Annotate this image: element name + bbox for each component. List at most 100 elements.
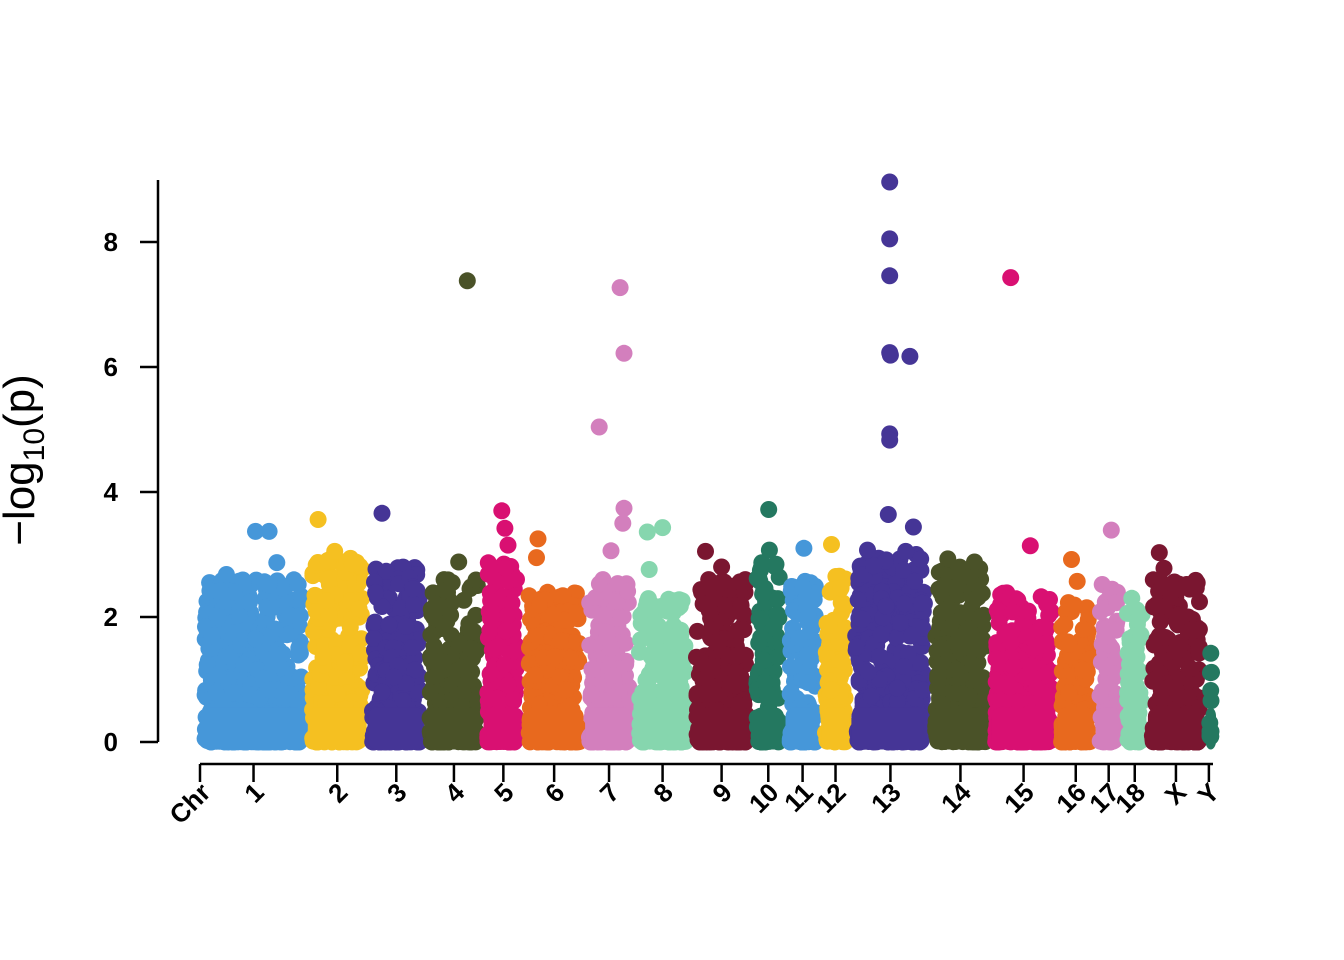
snp-point-chr-14 — [969, 667, 987, 685]
snp-point-peak-chr-8 — [654, 519, 672, 537]
snp-point-peak-chr-2 — [309, 511, 327, 528]
snp-point-chr-2 — [314, 648, 332, 666]
snp-point-chr-8 — [660, 590, 678, 608]
snp-point-chr-4 — [427, 667, 445, 685]
snp-point-peak-chr-8 — [640, 561, 658, 578]
snp-point-peak-chr-7 — [614, 514, 632, 532]
snp-point-chr-5 — [481, 621, 499, 639]
snp-point-chr-6 — [526, 666, 544, 684]
snp-point-chr-12 — [834, 594, 852, 612]
snp-point-chr-6 — [551, 632, 569, 650]
snp-point-chr-5 — [504, 690, 522, 708]
snp-point-chr-1 — [259, 681, 277, 699]
snp-point-chr-1 — [209, 608, 227, 626]
snp-point-peak-chr-13 — [881, 431, 899, 449]
snp-point-peak-chr-14 — [966, 553, 983, 571]
snp-point-chr-4 — [434, 653, 452, 671]
snp-point-chr-15 — [1004, 603, 1022, 621]
snp-point-chr-1 — [202, 640, 220, 658]
snp-point-chr-1 — [290, 639, 308, 657]
snp-point-peak-chr-15 — [1037, 634, 1055, 652]
snp-point-chr-1 — [207, 684, 225, 702]
snp-density-chr-18 — [1123, 707, 1147, 750]
snp-point-chr-5 — [496, 656, 514, 674]
snp-point-chr-5 — [497, 622, 515, 640]
snp-point-chr-18 — [1119, 684, 1137, 702]
snp-point-chr-15 — [996, 624, 1014, 642]
snp-density-chr-8 — [634, 707, 691, 750]
snp-point-chr-5 — [489, 638, 507, 656]
snp-point-chr-16 — [1060, 684, 1078, 702]
data-points — [196, 173, 1220, 751]
snp-point-chr-4 — [422, 626, 440, 644]
snp-point-peak-chr-13 — [897, 542, 915, 560]
snp-density-chr-7 — [585, 707, 633, 750]
snp-point-chr-13 — [865, 557, 883, 575]
snp-density-chr-14 — [931, 707, 990, 750]
y-tick-label: 8 — [104, 227, 118, 257]
snp-point-chr-2 — [341, 618, 359, 636]
snp-point-chr-1 — [235, 656, 253, 674]
snp-point-peak-chr-7 — [602, 542, 620, 560]
snp-point-chr-8 — [638, 684, 656, 702]
snp-point-chr-2 — [310, 678, 327, 696]
snp-point-chr-13 — [903, 626, 921, 644]
snp-point-peak-chr-2 — [326, 542, 344, 560]
snp-point-chr-17 — [1091, 687, 1109, 705]
snp-point-chr-17 — [1095, 628, 1113, 646]
snp-point-chr-11 — [794, 578, 812, 596]
snp-density-chr-15 — [991, 707, 1056, 750]
snp-point-chr-X — [1151, 613, 1169, 631]
snp-point-chr-15 — [987, 673, 1005, 691]
snp-point-chr-7 — [587, 589, 605, 607]
snp-point-peak-chr-13 — [881, 346, 899, 364]
snp-point-chr-3 — [367, 584, 385, 602]
snp-point-chr-15 — [1038, 596, 1056, 614]
snp-point-peak-chr-1 — [217, 566, 235, 583]
snp-point-chr-5 — [479, 554, 497, 572]
snp-point-chr-13 — [914, 681, 932, 699]
snp-point-chr-13 — [849, 591, 867, 609]
snp-point-chr-15 — [1028, 679, 1046, 697]
snp-point-peak-chr-5 — [493, 502, 511, 520]
snp-point-peak-chr-13 — [881, 173, 899, 191]
snp-point-chr-2 — [338, 672, 355, 690]
snp-density-chr-17 — [1095, 707, 1122, 750]
snp-point-chr-7 — [616, 634, 634, 652]
snp-point-chr-10 — [765, 617, 783, 635]
snp-point-chr-3 — [406, 661, 424, 679]
snp-point-chr-14 — [941, 619, 959, 637]
y-tick-label: 0 — [104, 727, 118, 757]
snp-density-chr-13 — [851, 707, 930, 750]
snp-point-chr-7 — [602, 639, 620, 657]
snp-point-chr-9 — [688, 622, 706, 640]
snp-point-chr-11 — [782, 684, 800, 702]
snp-point-peak-chr-1 — [289, 576, 307, 593]
snp-point-chr-3 — [377, 562, 395, 580]
snp-point-chr-14 — [960, 632, 978, 650]
snp-point-chr-3 — [373, 683, 391, 701]
snp-point-chr-4 — [459, 658, 477, 676]
snp-point-chr-1 — [262, 651, 280, 668]
snp-point-peak-chr-15 — [1002, 269, 1020, 287]
snp-point-peak-chr-16 — [1068, 572, 1086, 590]
snp-point-chr-9 — [705, 590, 723, 608]
snp-point-peak-chr-3 — [373, 504, 391, 522]
snp-point-peak-chr-13 — [901, 347, 919, 365]
snp-point-chr-7 — [598, 626, 616, 644]
snp-point-chr-2 — [320, 606, 338, 623]
snp-point-chr-6 — [544, 605, 562, 623]
snp-point-peak-chr-7 — [611, 279, 629, 297]
snp-point-chr-10 — [756, 673, 774, 691]
snp-point-chr-Y — [1202, 664, 1219, 682]
snp-point-chr-X — [1191, 593, 1208, 611]
snp-point-peak-chr-13 — [879, 506, 897, 523]
snp-point-chr-2 — [328, 685, 346, 703]
snp-density-chr-6 — [524, 707, 584, 750]
snp-point-chr-11 — [799, 646, 817, 663]
snp-point-peak-chr-3 — [404, 580, 422, 598]
snp-point-peak-chr-X — [1155, 559, 1173, 577]
